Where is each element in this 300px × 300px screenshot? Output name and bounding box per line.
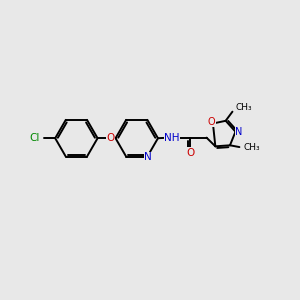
Text: O: O (107, 133, 115, 143)
Text: O: O (208, 117, 215, 127)
Text: CH₃: CH₃ (244, 143, 260, 152)
Text: Cl: Cl (29, 133, 40, 143)
Text: N: N (235, 127, 243, 137)
Text: O: O (186, 148, 194, 158)
Text: NH: NH (164, 133, 180, 142)
Text: CH₃: CH₃ (235, 103, 252, 112)
Text: N: N (144, 152, 152, 162)
